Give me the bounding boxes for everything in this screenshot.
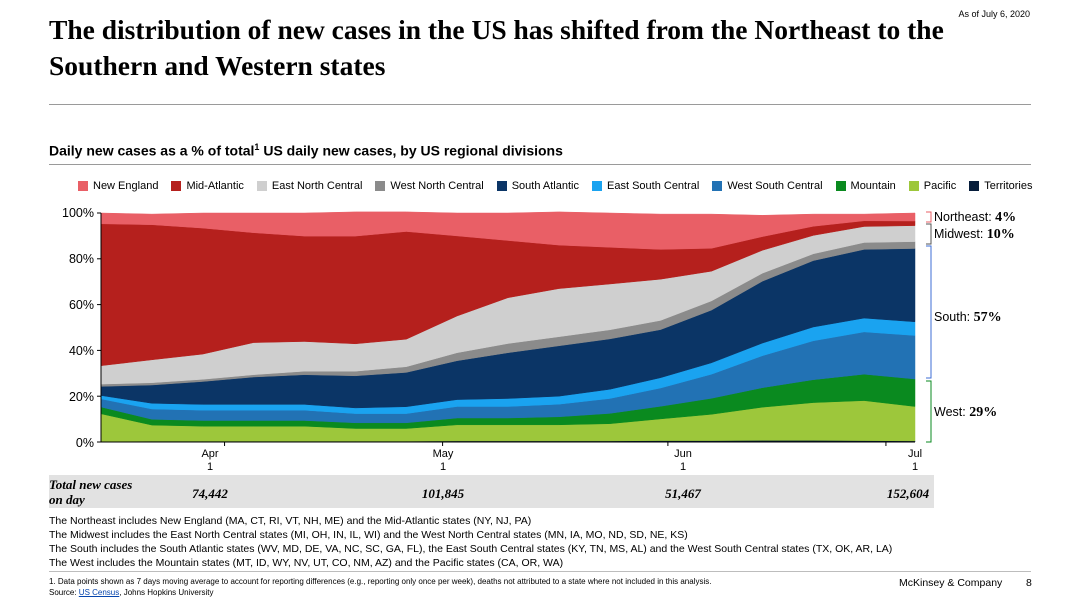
title-divider (49, 104, 1031, 105)
page-title: The distribution of new cases in the US … (49, 14, 944, 81)
legend-swatch (496, 181, 507, 191)
x-tick-day: 1 (439, 461, 447, 473)
legend-item-mountain: Mountain (835, 180, 896, 192)
source-rest: , Johns Hopkins University (119, 588, 214, 597)
footnote-marker: 1 (254, 142, 260, 152)
brand-name: McKinsey & Company (899, 577, 1003, 589)
legend-item-south-atlantic: South Atlantic (496, 180, 579, 192)
y-tick-label: 0% (75, 436, 94, 450)
total-value-apr: 74,442 (192, 486, 228, 501)
x-tick-label-jul: Jul 1 (895, 448, 935, 474)
legend-item-east-south-central: East South Central (592, 180, 699, 192)
legend-label: Mid-Atlantic (186, 180, 244, 192)
region-label-midwest: Midwest: 10% (934, 227, 1015, 243)
total-value-jul: 152,604 (886, 486, 930, 501)
bracket-northeast (926, 211, 932, 223)
x-tick-label-jun: Jun 1 (663, 448, 703, 474)
chart-subtitle-rest: US daily new cases, by US regional divis… (259, 142, 563, 159)
legend-label: Pacific (923, 180, 957, 192)
region-name: West: (934, 405, 970, 419)
page-number: 8 (1026, 577, 1032, 589)
legend-swatch (969, 181, 980, 191)
note-west: The West includes the Mountain states (M… (49, 557, 564, 569)
region-name: Midwest: (934, 227, 987, 241)
bracket-south (926, 245, 932, 379)
x-tick-month: May (432, 448, 454, 460)
x-tick-label-apr: Apr 1 (190, 448, 230, 474)
y-tick-label: 60% (68, 298, 94, 312)
legend-label: Territories (984, 180, 1033, 192)
x-tick-month: Jul (907, 448, 923, 460)
legend-label: East North Central (271, 180, 363, 192)
legend-item-new-england: New England (78, 180, 158, 192)
total-value-jun: 51,467 (665, 486, 701, 501)
legend-item-territories: Territories (969, 180, 1033, 192)
region-value: 10% (986, 227, 1015, 242)
chart-subtitle-text: Daily new cases as a % of total (49, 142, 255, 159)
region-notes: The Northeast includes New England (MA, … (49, 514, 892, 570)
x-tick-day: 1 (679, 461, 687, 473)
totals-row (49, 475, 934, 508)
x-tick-label-may: May 1 (423, 448, 463, 474)
x-tick-month: Jun (674, 448, 692, 460)
region-label-northeast: Northeast: 4% (934, 210, 1016, 226)
legend-swatch (171, 181, 182, 191)
y-tick-label: 100% (62, 206, 94, 220)
x-tick-day: 1 (911, 461, 919, 473)
legend-label: New England (93, 180, 159, 192)
legend-label: East South Central (607, 180, 700, 192)
bracket-west (926, 380, 932, 443)
legend-swatch (908, 181, 919, 191)
bracket-midwest (926, 223, 932, 245)
chart-legend: New England Mid-Atlantic East North Centra… (78, 180, 1033, 192)
note-midwest: The Midwest includes the East North Cent… (49, 529, 688, 541)
legend-label: South Atlantic (511, 180, 579, 192)
region-label-west: West: 29% (934, 405, 997, 421)
region-name: Northeast: (934, 210, 996, 224)
note-south: The South includes the South Atlantic st… (49, 543, 893, 555)
region-value: 4% (995, 210, 1017, 225)
subtitle-divider (49, 164, 1031, 165)
source-line: Source: US Census, Johns Hopkins Univers… (49, 587, 711, 598)
y-tick-label: 20% (68, 390, 94, 404)
legend-swatch (835, 181, 846, 191)
totals-label: Total new cases on day (49, 477, 132, 507)
legend-label: West North Central (390, 180, 484, 192)
legend-swatch (256, 181, 267, 191)
legend-swatch (375, 181, 386, 191)
region-label-south: South: 57% (934, 310, 1002, 326)
y-tick-label: 40% (68, 344, 94, 358)
legend-item-mid-atlantic: Mid-Atlantic (171, 180, 244, 192)
legend-item-west-south-central: West South Central (712, 180, 823, 192)
source-link-us-census[interactable]: US Census (78, 588, 120, 597)
legend-label: West South Central (727, 180, 823, 192)
legend-swatch (592, 181, 602, 191)
region-name: South: (934, 310, 974, 324)
footnote: 1. Data points shown as 7 days moving av… (49, 576, 711, 598)
region-value: 29% (969, 405, 998, 420)
legend-swatch (78, 181, 88, 191)
legend-item-east-north-central: East North Central (256, 180, 363, 192)
area-new-england (100, 211, 916, 250)
note-northeast: The Northeast includes New England (MA, … (49, 515, 532, 527)
chart-subtitle: Daily new cases as a % of total1 US dail… (49, 142, 563, 159)
totals-label-line: Total new cases (49, 477, 133, 492)
legend-item-pacific: Pacific (908, 180, 957, 192)
legend-swatch (712, 181, 723, 191)
totals-label-line: on day (49, 492, 85, 507)
y-tick-label: 80% (68, 252, 94, 266)
region-value: 57% (973, 310, 1002, 325)
legend-item-west-north-central: West North Central (375, 180, 484, 192)
footer-divider (49, 571, 1031, 572)
x-tick-day: 1 (206, 461, 214, 473)
source-prefix: Source: (49, 588, 79, 597)
x-tick-month: Apr (201, 448, 219, 460)
footnote-text: 1. Data points shown as 7 days moving av… (49, 577, 712, 586)
legend-label: Mountain (850, 180, 896, 192)
total-value-may: 101,845 (421, 486, 465, 501)
date-stamp: As of July 6, 2020 (958, 9, 1030, 19)
